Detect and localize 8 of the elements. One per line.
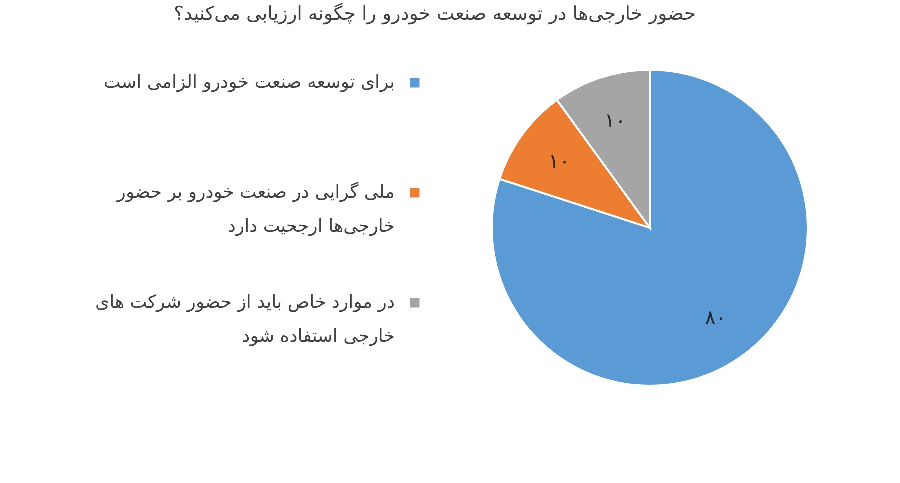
legend-label: ملی گرایی در صنعت خودرو بر حضور خارجی‌ها ارجحیت دارد — [116, 181, 395, 237]
legend-label: در موارد خاص باید از حضور شرکت های خارجی استفاده شود — [96, 292, 395, 347]
chart-title: حضور خارجی‌ها در توسعه صنعت خودرو را چگونه ارزیابی می‌کنید؟ — [174, 2, 696, 25]
data-label: ۱۰ — [604, 108, 626, 132]
data-label: ۱۰ — [548, 149, 570, 174]
data-label: ۸۰ — [705, 306, 727, 330]
legend-label: برای توسعه صنعت خودرو الزامی است — [104, 72, 395, 93]
pie-slice — [491, 69, 809, 387]
